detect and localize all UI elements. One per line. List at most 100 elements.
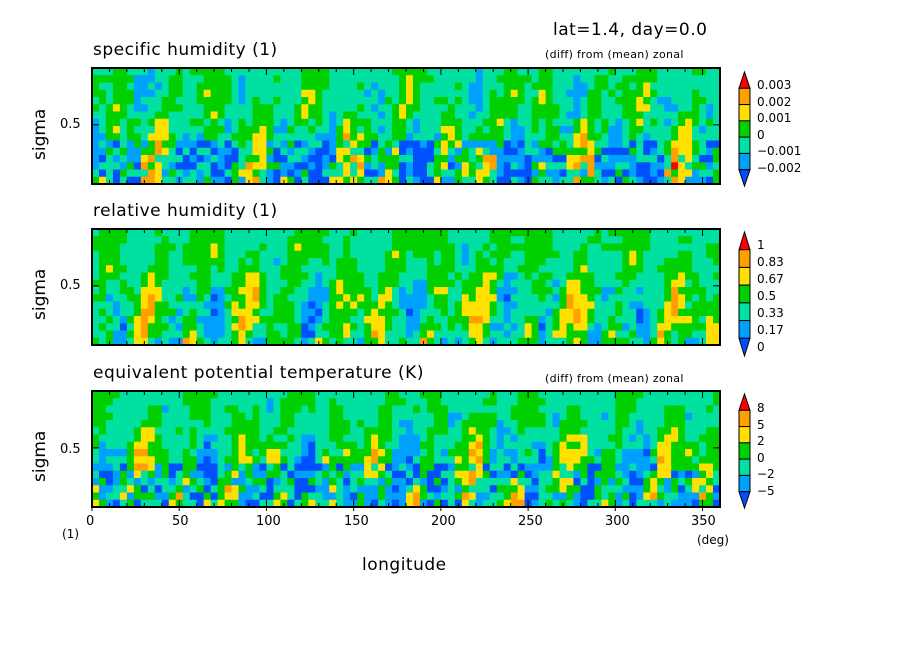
contour-cell <box>475 236 484 245</box>
contour-cell <box>182 104 191 113</box>
contour-cell <box>231 236 240 245</box>
contour-cell <box>392 294 400 303</box>
contour-cell <box>224 111 233 120</box>
contour-cell <box>343 337 351 346</box>
contour-cell <box>622 75 630 84</box>
contour-cell <box>692 243 700 252</box>
contour-cell <box>203 456 212 465</box>
contour-cell <box>615 229 623 237</box>
contour-cell <box>468 463 477 472</box>
panel-title-equiv-pot-temp: equivalent potential temperature (K) <box>93 363 424 383</box>
contour-cell <box>98 176 107 185</box>
contour-cell <box>510 89 519 98</box>
contour-cell <box>133 478 142 486</box>
contour-cell <box>545 250 554 259</box>
contour-cell <box>231 265 240 274</box>
contour-cell <box>399 97 407 105</box>
contour-cell <box>252 330 261 339</box>
contour-cell <box>308 441 316 450</box>
contour-cell <box>573 243 582 252</box>
contour-cell <box>601 499 609 508</box>
contour-cell <box>140 323 149 332</box>
contour-cell <box>406 265 414 274</box>
contour-cell <box>322 405 330 414</box>
contour-cell <box>273 287 281 295</box>
contour-cell <box>224 391 233 399</box>
contour-cell <box>587 229 595 237</box>
contour-cell <box>231 68 240 76</box>
contour-cell <box>385 456 393 465</box>
contour-cell <box>489 485 498 494</box>
contour-cell <box>224 294 233 303</box>
contour-cell <box>615 478 623 486</box>
contour-cell <box>238 420 247 428</box>
contour-cell <box>426 323 435 332</box>
contour-cell <box>98 258 107 266</box>
contour-cell <box>259 265 268 274</box>
contour-cell <box>510 499 519 508</box>
contour-cell <box>217 316 226 324</box>
contour-cell <box>433 176 442 185</box>
contour-cell <box>245 330 254 339</box>
contour-cell <box>671 75 679 84</box>
contour-cell <box>294 412 302 421</box>
contour-cell <box>168 126 177 134</box>
contour-cell <box>364 412 372 421</box>
contour-cell <box>454 485 463 494</box>
contour-cell <box>713 104 721 113</box>
contour-cell <box>273 229 281 237</box>
contour-cell <box>629 126 637 134</box>
contour-cell <box>140 330 149 339</box>
contour-cell <box>643 427 651 436</box>
contour-cell <box>92 272 100 281</box>
contour-cell <box>301 301 309 310</box>
contour-cell <box>168 434 177 443</box>
contour-cell <box>133 287 142 295</box>
contour-cell <box>419 162 428 171</box>
contour-cell <box>217 412 226 421</box>
contour-cell <box>706 427 714 436</box>
contour-cell <box>538 308 547 317</box>
contour-cell <box>224 133 233 142</box>
contour-cell <box>601 308 609 317</box>
contour-cell <box>140 279 149 288</box>
contour-cell <box>406 456 414 465</box>
contour-cell <box>245 279 254 288</box>
contour-cell <box>189 229 198 237</box>
contour-cell <box>545 449 554 457</box>
contour-cell <box>210 301 219 310</box>
contour-cell <box>531 126 540 134</box>
contour-cell <box>440 316 449 324</box>
contour-cell <box>615 463 623 472</box>
contour-cell <box>552 176 561 185</box>
contour-cell <box>98 434 107 443</box>
contour-cell <box>301 82 309 91</box>
contour-cell <box>426 176 435 185</box>
contour-cell <box>406 89 414 98</box>
contour-cell <box>461 176 470 185</box>
contour-cell <box>182 250 191 259</box>
contour-cell <box>699 82 707 91</box>
contour-cell <box>203 492 212 501</box>
contour-cell <box>559 104 568 113</box>
contour-cell <box>259 405 268 414</box>
contour-cell <box>322 250 330 259</box>
contour-cell <box>266 330 275 339</box>
contour-cell <box>545 258 554 266</box>
contour-cell <box>217 75 226 84</box>
colorbar-2-level: 0.5 <box>757 289 777 303</box>
contour-cell <box>140 308 149 317</box>
colorbar-swatch <box>738 120 751 138</box>
contour-cell <box>133 133 142 142</box>
contour-cell <box>538 118 547 127</box>
contour-cell <box>461 405 470 414</box>
contour-cell <box>105 126 114 134</box>
contour-cell <box>587 294 595 303</box>
contour-cell <box>671 449 679 457</box>
contour-cell <box>308 236 316 245</box>
contour-cell <box>399 301 407 310</box>
contour-cell <box>399 330 407 339</box>
contour-cell <box>154 243 163 252</box>
contour-cell <box>98 391 107 399</box>
contour-cell <box>594 82 602 91</box>
